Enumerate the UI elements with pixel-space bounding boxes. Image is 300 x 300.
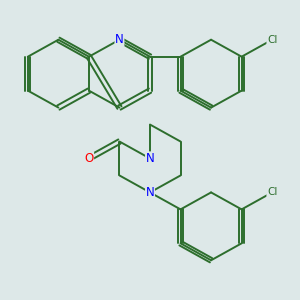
Text: N: N [146, 152, 154, 165]
Text: N: N [146, 186, 154, 199]
Text: N: N [115, 33, 124, 46]
Text: Cl: Cl [267, 35, 277, 45]
Text: Cl: Cl [267, 188, 277, 197]
Text: O: O [84, 152, 94, 165]
